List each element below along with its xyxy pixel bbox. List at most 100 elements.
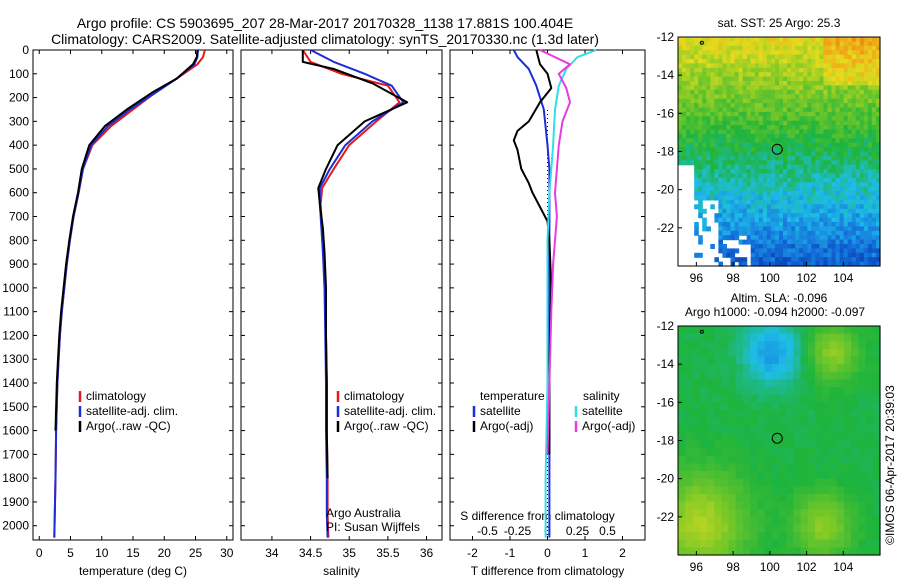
y-tick-label: 1600 (2, 424, 29, 438)
salinity-x-tick-label: 34.5 (299, 546, 323, 560)
salinity-series-satellite (310, 49, 405, 538)
temperature-series-satellite (53, 49, 199, 538)
difference-x-tick-label: -2 (467, 546, 478, 560)
difference-x-tick-label: 2 (619, 546, 626, 560)
sla-map-y-tick-label: -18 (657, 434, 675, 448)
salinity-legend-label: climatology (344, 389, 404, 403)
sst-map-argo-marker (771, 143, 783, 155)
temperature-legend-label: climatology (86, 389, 146, 403)
sst-map-y-tick-label: -16 (657, 106, 675, 120)
annotation-text: Argo Australia (326, 506, 401, 520)
temperature-legend-label: Argo(..raw -QC) (86, 419, 171, 433)
temperature-x-tick-label: 30 (220, 546, 234, 560)
y-tick-label: 1800 (2, 471, 29, 485)
legend-temperature-title: temperature (480, 389, 545, 403)
difference-series-temperature-satellite (512, 49, 551, 538)
copyright-text: ©IMOS 06-Apr-2017 20:39:03 (883, 385, 897, 545)
top-x-tick-label: 0 (544, 524, 551, 538)
salinity-legend-label: satellite-adj. clim. (344, 404, 436, 418)
sst-map-title: sat. SST: 25 Argo: 25.3 (718, 16, 841, 30)
temperature-x-tick-label: 0 (36, 546, 43, 560)
difference-series-salinity-satellite (544, 49, 597, 538)
sla-map-y-tick-label: -16 (657, 395, 675, 409)
sla-map-title-line1: Altim. SLA: -0.096 (731, 291, 828, 305)
salinity-x-tick-label: 36 (420, 546, 434, 560)
salinity-frame (240, 49, 443, 541)
temperature-series-climatology (53, 49, 206, 538)
difference-x-tick-label: 0 (544, 546, 551, 560)
salinity-x-tick-label: 34 (265, 546, 279, 560)
salinity-series-argo (301, 50, 409, 479)
temperature-x-tick-label: 25 (189, 546, 203, 560)
sst-map-y-tick-label: -22 (657, 221, 675, 235)
sst-map-x-tick-label: 100 (760, 271, 780, 285)
y-tick-label: 1900 (2, 495, 29, 509)
y-tick-label: 800 (9, 233, 29, 247)
y-tick-label: 400 (9, 138, 29, 152)
sst-map-island-marker (699, 40, 704, 45)
sst-map-y-tick-label: -18 (657, 145, 675, 159)
sst-map-x-tick-label: 104 (833, 271, 853, 285)
sla-map-y-tick-label: -20 (657, 472, 675, 486)
temperature-legend-label: satellite-adj. clim. (86, 404, 178, 418)
y-tick-label: 2000 (2, 519, 29, 533)
difference-series-salinity-argo (539, 49, 571, 455)
sla-map-y-tick-label: -12 (657, 319, 675, 333)
y-tick-label: 1700 (2, 447, 29, 461)
top-x-tick-label: 0.5 (599, 524, 616, 538)
sla-map-x-tick-label: 98 (726, 560, 740, 574)
y-tick-label: 1200 (2, 328, 29, 342)
y-tick-label: 200 (9, 91, 29, 105)
sla-map-x-tick-label: 96 (690, 560, 704, 574)
top-x-tick-label: -0.5 (477, 524, 498, 538)
sst-map-y-tick-label: -20 (657, 183, 675, 197)
legend-salinity-title: salinity (583, 389, 620, 403)
sla-map-x-tick-label: 104 (833, 560, 853, 574)
legend-right-label: satellite (582, 404, 623, 418)
sst-map-x-tick-label: 98 (726, 271, 740, 285)
sla-map-x-tick-label: 100 (760, 560, 780, 574)
sla-map-argo-marker (771, 432, 783, 444)
sla-map-title-line2: Argo h1000: -0.094 h2000: -0.097 (685, 305, 865, 319)
legend-left-label: satellite (480, 404, 521, 418)
y-tick-label: 900 (9, 257, 29, 271)
temperature-x-tick-label: 20 (158, 546, 172, 560)
difference-xlabel: T difference from climatology (471, 564, 625, 578)
top-xlabel: S difference from climatology (460, 509, 615, 523)
temperature-x-tick-label: 15 (126, 546, 140, 560)
y-tick-label: 1300 (2, 352, 29, 366)
difference-x-tick-label: -1 (505, 546, 516, 560)
y-tick-label: 500 (9, 162, 29, 176)
figure-title-line2: Climatology: CARS2009. Satellite-adjuste… (51, 31, 599, 47)
sla-map-x-tick-label: 102 (797, 560, 817, 574)
sst-map-cells (678, 37, 881, 267)
sst-map-x-tick-label: 102 (797, 271, 817, 285)
sla-map-cells (678, 326, 881, 556)
difference-x-tick-label: 1 (582, 546, 589, 560)
y-tick-label: 1500 (2, 400, 29, 414)
top-x-tick-label: 0.25 (566, 524, 590, 538)
salinity-xlabel: salinity (323, 564, 360, 578)
salinity-legend-label: Argo(..raw -QC) (344, 419, 429, 433)
sla-map-y-tick-label: -22 (657, 510, 675, 524)
y-tick-label: 700 (9, 210, 29, 224)
salinity-series-climatology (301, 49, 401, 538)
y-tick-label: 600 (9, 186, 29, 200)
annotation-text: PI: Susan Wijffels (326, 520, 420, 534)
sla-map-y-tick-label: -14 (657, 357, 675, 371)
sla-map-island-marker (699, 329, 704, 334)
y-tick-label: 0 (22, 43, 29, 57)
temperature-xlabel: temperature (deg C) (79, 564, 187, 578)
y-tick-label: 100 (9, 67, 29, 81)
salinity-x-tick-label: 35 (343, 546, 357, 560)
figure-title-line1: Argo profile: CS 5903695_207 28-Mar-2017… (76, 15, 574, 31)
top-x-tick-label: -0.25 (504, 524, 532, 538)
sst-map-y-tick-label: -14 (657, 68, 675, 82)
y-tick-label: 300 (9, 114, 29, 128)
temperature-x-tick-label: 5 (67, 546, 74, 560)
temperature-series-argo (54, 49, 199, 431)
y-tick-label: 1400 (2, 376, 29, 390)
sst-map-y-tick-label: -12 (657, 30, 675, 44)
temperature-x-tick-label: 10 (95, 546, 109, 560)
